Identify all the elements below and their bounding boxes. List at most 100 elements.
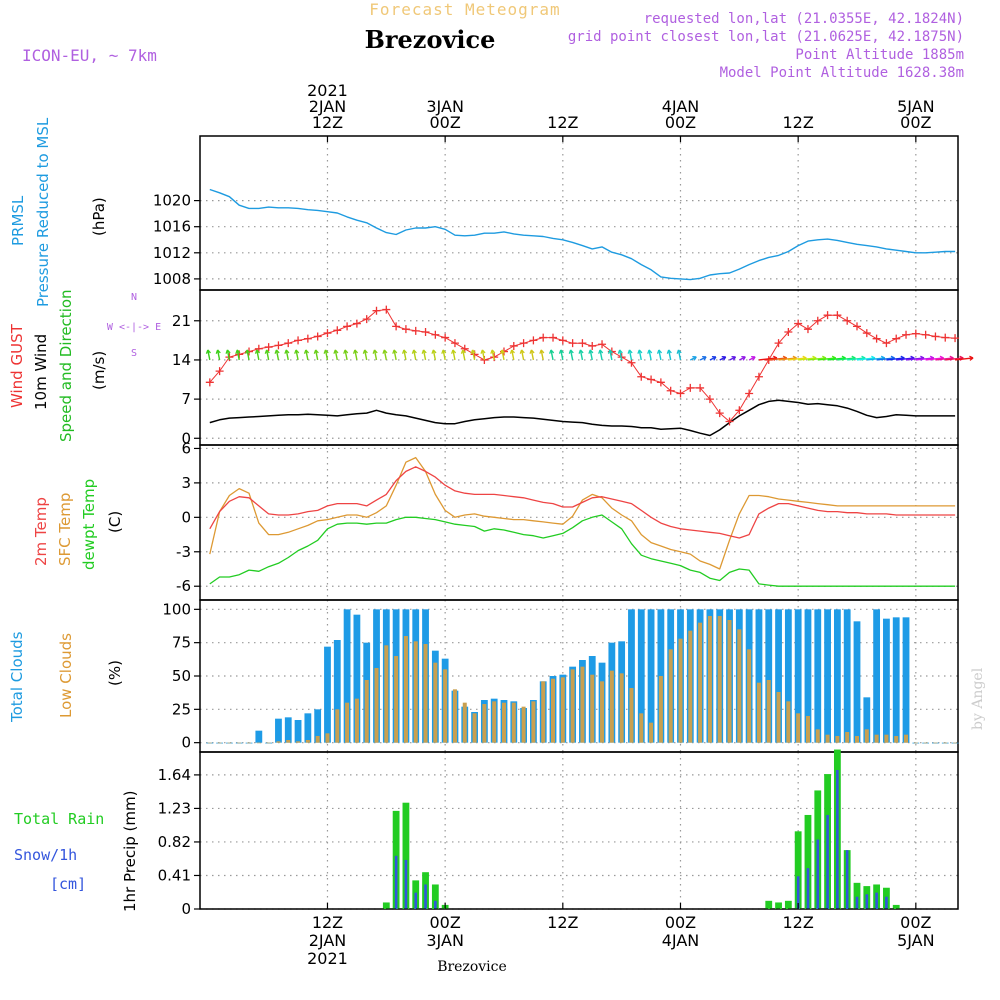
- total-cloud-bar: [814, 609, 822, 743]
- wind-10m-line: [209, 399, 956, 437]
- total-cloud-bar: [637, 609, 645, 743]
- wind-direction-arrowhead: [509, 349, 515, 354]
- low-cloud-bar: [649, 722, 654, 743]
- low-cloud-bar: [452, 689, 457, 743]
- wind-gust-label: Wind GUST: [8, 323, 26, 408]
- wind-direction-arrowhead: [721, 355, 727, 361]
- wind-direction-arrow: [236, 349, 240, 361]
- wind-direction-arrow: [334, 349, 338, 361]
- low-cloud-bar: [766, 680, 771, 743]
- wind-speed-dir-label: Speed and Direction: [57, 289, 75, 442]
- wind-direction-arrow: [648, 349, 652, 361]
- low-cloud-bar: [943, 742, 948, 744]
- wind-direction-arrow: [667, 349, 672, 361]
- wind-gust-marker: [754, 372, 763, 381]
- bottom-time-label: 00Z: [900, 913, 931, 932]
- wind-direction-arrowhead: [539, 349, 545, 354]
- low-cloud-bar: [482, 704, 487, 743]
- rain-bar: [402, 802, 410, 909]
- snow-unit-label: [cm]: [50, 875, 86, 893]
- wind-gust-marker: [862, 329, 871, 338]
- low-cloud-bar: [443, 669, 448, 743]
- wind-gust-marker: [264, 343, 273, 352]
- wind-direction-arrow: [915, 357, 934, 361]
- wind-gust-marker: [833, 311, 842, 320]
- low-cloud-bar: [600, 681, 605, 743]
- wind-gust-marker: [852, 322, 861, 331]
- wind-direction-arrow: [481, 349, 486, 361]
- wind-direction-arrow: [677, 349, 682, 361]
- footer-location: Brezovice: [437, 959, 507, 975]
- model-label: ICON-EU, ~ 7km: [22, 46, 157, 65]
- low-cloud-bar: [394, 656, 399, 743]
- wind-direction-arrowhead: [313, 349, 319, 354]
- wind-direction-arrow: [788, 357, 807, 361]
- snow-bar: [865, 894, 869, 909]
- low-cloud-bar: [511, 702, 516, 743]
- total-cloud-bar: [628, 609, 635, 743]
- clouds-ytick-label: 100: [162, 600, 191, 618]
- bottom-time-label: 12Z: [782, 913, 813, 932]
- wind-gust-marker: [931, 332, 940, 341]
- temperature-ytick-label: -6: [176, 577, 191, 595]
- temperature-ytick-label: 0: [181, 508, 191, 526]
- low-cloud-bar: [874, 734, 879, 743]
- wind-direction-arrowhead: [549, 349, 555, 354]
- wind-direction-arrow: [847, 357, 866, 361]
- pressure-unit: (hPa): [90, 197, 108, 236]
- wind-gust-marker: [813, 316, 822, 325]
- wind-direction-arrow: [285, 349, 289, 361]
- rain-bar: [794, 831, 802, 909]
- wind-gust-marker: [323, 329, 332, 338]
- rain-bar: [775, 902, 782, 909]
- rain-bar: [784, 900, 792, 909]
- wind-ytick-label: 7: [181, 390, 191, 408]
- wind-gust-marker: [529, 336, 538, 345]
- wind-gust-marker: [509, 341, 518, 350]
- wind-direction-arrowhead: [225, 349, 231, 354]
- wind-direction-arrowhead: [702, 355, 707, 361]
- low-cloud-bar: [207, 742, 212, 744]
- wind-gust-marker: [921, 330, 930, 339]
- wind-direction-arrow: [265, 349, 270, 361]
- wind-direction-arrowhead: [666, 349, 672, 354]
- total-cloud-bar: [804, 609, 812, 743]
- rain-bar: [853, 882, 861, 909]
- wind-direction-arrow: [778, 357, 797, 361]
- wind-direction-arrowhead: [274, 349, 280, 354]
- total-cloud-bar: [304, 713, 312, 743]
- wind-direction-arrow: [246, 349, 250, 361]
- wind-direction-arrow: [638, 349, 642, 361]
- wind-gust-marker: [431, 330, 440, 339]
- pressure-ytick-label: 1012: [153, 244, 191, 262]
- wind-direction-arrow: [658, 349, 662, 361]
- wind-direction-arrow: [807, 357, 827, 361]
- wind-direction-arrow: [324, 349, 329, 361]
- pressure-label-2: Pressure Reduced to MSL: [34, 117, 52, 307]
- data-layer: [200, 188, 974, 910]
- low-cloud-bar: [727, 620, 732, 743]
- wind-gust-marker: [696, 383, 705, 392]
- low-cloud-bar: [266, 742, 271, 744]
- rain-bar: [765, 900, 773, 909]
- wind-direction-arrow: [768, 357, 787, 361]
- low-cloud-bar: [433, 662, 438, 743]
- wind-gust-marker: [372, 306, 381, 315]
- low-cloud-bar: [854, 736, 859, 743]
- wind-gust-marker: [558, 336, 567, 345]
- wind-ytick-label: 21: [172, 312, 191, 330]
- total-cloud-bar: [353, 614, 361, 743]
- wind-gust-marker: [774, 339, 783, 348]
- wind-gust-marker: [941, 333, 950, 342]
- low-cloud-bar: [560, 677, 565, 743]
- snow-bar: [885, 896, 888, 909]
- wind-direction-arrow: [511, 349, 515, 361]
- wind-direction-arrow: [817, 357, 836, 361]
- wind-direction-arrow: [314, 349, 319, 361]
- requested-coords: requested lon,lat (21.0355E, 42.1824N): [644, 11, 964, 27]
- low-cloud-bar: [384, 645, 389, 743]
- top-time-label: 4JAN: [662, 97, 700, 116]
- total-cloud-bar: [902, 617, 910, 743]
- wind-direction-arrow: [905, 357, 925, 361]
